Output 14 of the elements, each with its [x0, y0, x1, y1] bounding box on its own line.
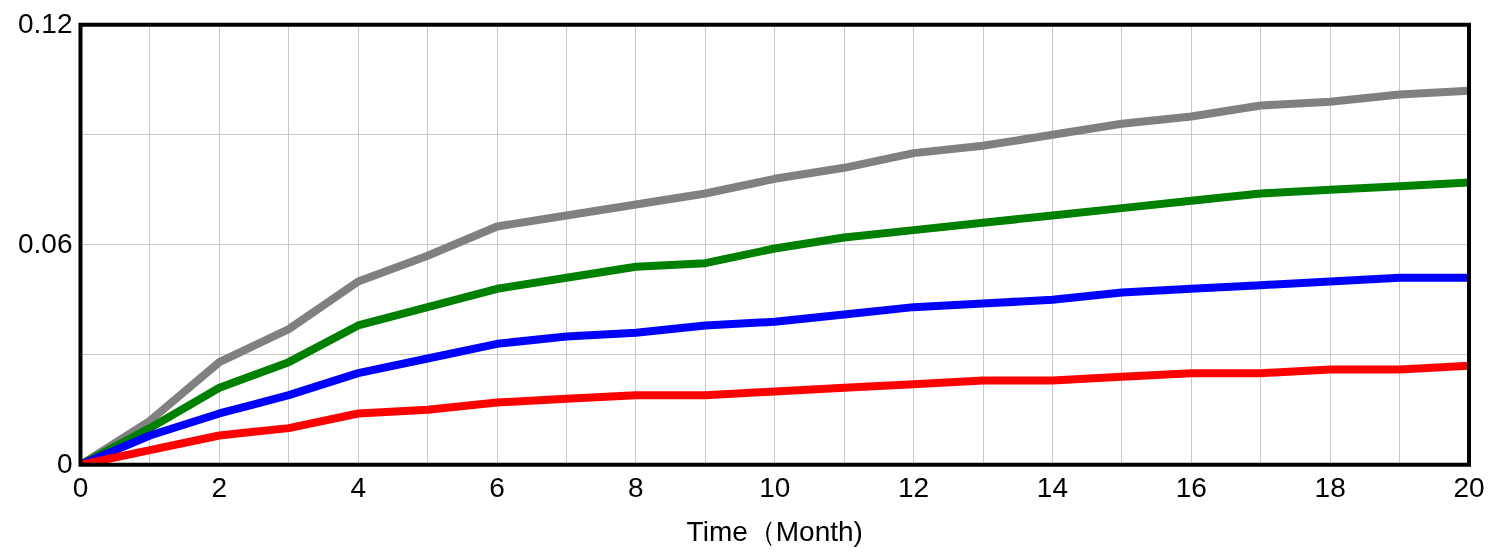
- x-tick-label: 4: [350, 472, 366, 504]
- x-tick-label: 18: [1314, 472, 1346, 504]
- y-tick-label: 0: [56, 447, 73, 479]
- y-tick-label: 0.12: [18, 7, 73, 39]
- x-tick-label: 2: [211, 472, 228, 504]
- x-tick-label: 14: [1036, 472, 1069, 504]
- y-tick-label: 0.06: [18, 227, 73, 259]
- x-tick-label: 6: [489, 472, 505, 504]
- x-tick-label: 8: [628, 472, 644, 504]
- x-tick-label: 12: [898, 472, 930, 504]
- x-tick-label: 10: [759, 472, 791, 504]
- x-tick-label: 16: [1175, 472, 1207, 504]
- x-axis-title: Time（Month): [686, 515, 863, 547]
- x-tick-label: 20: [1453, 472, 1485, 504]
